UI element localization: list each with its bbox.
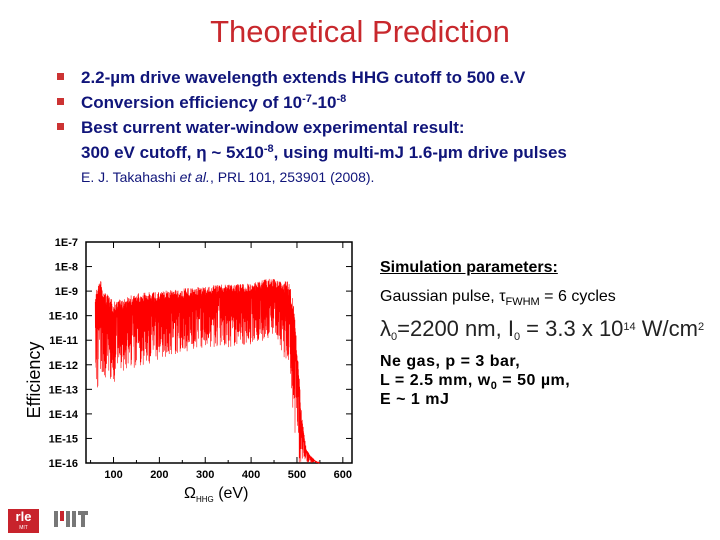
simulation-parameters: Simulation parameters: Gaussian pulse, τ… (380, 258, 704, 409)
sim-pulse-line: Gaussian pulse, τFWHM = 6 cycles (380, 287, 704, 308)
omega-symbol: Ω (184, 485, 196, 502)
y-tick-label: 1E-8 (55, 262, 78, 274)
bullet-2-text: Conversion efficiency of 10 (81, 93, 303, 112)
x-tick-label: 400 (242, 469, 260, 481)
plot-area-frame (85, 241, 353, 464)
lambda-symbol: λ (380, 316, 391, 341)
intensity-exponent: 14 (623, 321, 636, 333)
sim-lambda-line: λ0=2200 nm, I0 = 3.3 x 1014 W/cm2 (380, 314, 704, 344)
y-tick-label: 1E-10 (49, 311, 78, 323)
sim-energy-line: E ~ 1 mJ (380, 391, 450, 408)
exponent: -8 (336, 93, 347, 105)
waist-unit: m, (550, 372, 571, 389)
spectrum-series-line (94, 278, 321, 464)
y-tick-label: 1E-13 (49, 384, 78, 396)
bullet-2-mid: -10 (311, 93, 337, 112)
cont-part: m drive pulses (447, 143, 567, 162)
lambda-value: =2200 nm, I (397, 316, 514, 341)
y-tick-label: 1E-15 (49, 433, 78, 445)
rle-logo-subtext: MIT (19, 525, 28, 531)
pulse-text: Gaussian pulse, (380, 288, 500, 305)
intensity-unit: W/cm (635, 316, 698, 341)
efficiency-chart: 100 200 300 400 500 600 1E-7 1E-8 1E-9 1E-10 1E-11… (24, 237, 353, 504)
x-axis-unit: (eV) (214, 485, 249, 502)
x-tick-label: 200 (150, 469, 168, 481)
y-tick-label: 1E-7 (55, 237, 78, 249)
cont-part: 300 eV cutoff, (81, 143, 197, 162)
slide-title: Theoretical Prediction (210, 14, 510, 49)
bullet-square-icon (57, 123, 64, 130)
x-tick-label: 600 (334, 469, 352, 481)
sim-gas-line: Ne gas, p = 3 bar, (380, 353, 521, 370)
bullet-item-wavelength: 2.2-µm drive wavelength extends HHG cuto… (55, 67, 715, 92)
bullet-square-icon (57, 98, 64, 105)
sim-length-line: L = 2.5 mm, w0 = 50 µm, (380, 371, 704, 392)
bullet-1-rest: m drive wavelength extends HHG cutoff to… (120, 68, 526, 87)
waist-subscript: 0 (490, 380, 498, 392)
chart-ticks: 100 200 300 400 500 600 1E-7 1E-8 1E-9 1E-10 1E-11… (49, 237, 352, 481)
mu-symbol: µ (110, 68, 121, 87)
rle-logo: rle MIT (8, 509, 39, 533)
pulse-cycles: = 6 cycles (539, 288, 616, 305)
chart-frame (85, 241, 353, 464)
x-tick-label: 100 (104, 469, 122, 481)
y-axis-label: Efficiency (24, 342, 44, 419)
bullet-item-experimental: Best current water-window experimental r… (55, 117, 715, 142)
y-tick-label: 1E-11 (49, 335, 78, 347)
intensity-subscript: 0 (513, 331, 521, 343)
hhg-subscript: HHG (196, 495, 214, 504)
ref-etal: et al. (179, 169, 210, 185)
cont-part: ~ 5x10 (206, 143, 264, 162)
chart-series (94, 278, 321, 464)
rle-logo-text: rle (15, 509, 32, 524)
y-tick-label: 1E-16 (49, 458, 78, 470)
x-axis-label: ΩHHG (eV) (184, 485, 248, 504)
waist-text: = 50 (497, 372, 541, 389)
unit-exponent: 2 (698, 321, 705, 333)
bullet-1-text: 2.2- (81, 68, 111, 87)
cont-part: , using multi-mJ 1.6- (273, 143, 438, 162)
reference-citation: E. J. Takahashi et al., PRL 101, 253901 … (55, 168, 715, 186)
y-tick-label: 1E-12 (49, 360, 78, 372)
mu-symbol: µ (438, 143, 448, 162)
lambda-subscript: 0 (391, 331, 398, 343)
bullet-item-efficiency: Conversion efficiency of 10-7-10-8 (55, 92, 715, 117)
mu-symbol: µ (540, 372, 551, 389)
ref-journal: , PRL 101, 253901 (2008). (209, 169, 375, 185)
fwhm-subscript: FWHM (505, 296, 540, 308)
x-tick-label: 500 (288, 469, 306, 481)
intensity-value: = 3.3 x 10 (520, 316, 624, 341)
tau-symbol: τ (499, 288, 506, 305)
ref-authors: E. J. Takahashi (81, 169, 180, 185)
sim-heading: Simulation parameters: (380, 259, 558, 276)
x-tick-label: 300 (196, 469, 214, 481)
mit-logo (54, 511, 88, 527)
exponent: -8 (263, 143, 274, 155)
eta-symbol: η (196, 143, 207, 162)
bullet-3-text: Best current water-window experimental r… (81, 118, 465, 137)
exponent: -7 (302, 93, 312, 105)
y-tick-label: 1E-14 (49, 409, 79, 421)
bullet-square-icon (57, 73, 64, 80)
bullet-list: 2.2-µm drive wavelength extends HHG cuto… (55, 67, 715, 186)
length-text: L = 2.5 mm, w (380, 372, 491, 389)
bullet-3-continuation: 300 eV cutoff, η ~ 5x10-8, using multi-m… (55, 142, 715, 168)
y-tick-label: 1E-9 (55, 286, 78, 298)
